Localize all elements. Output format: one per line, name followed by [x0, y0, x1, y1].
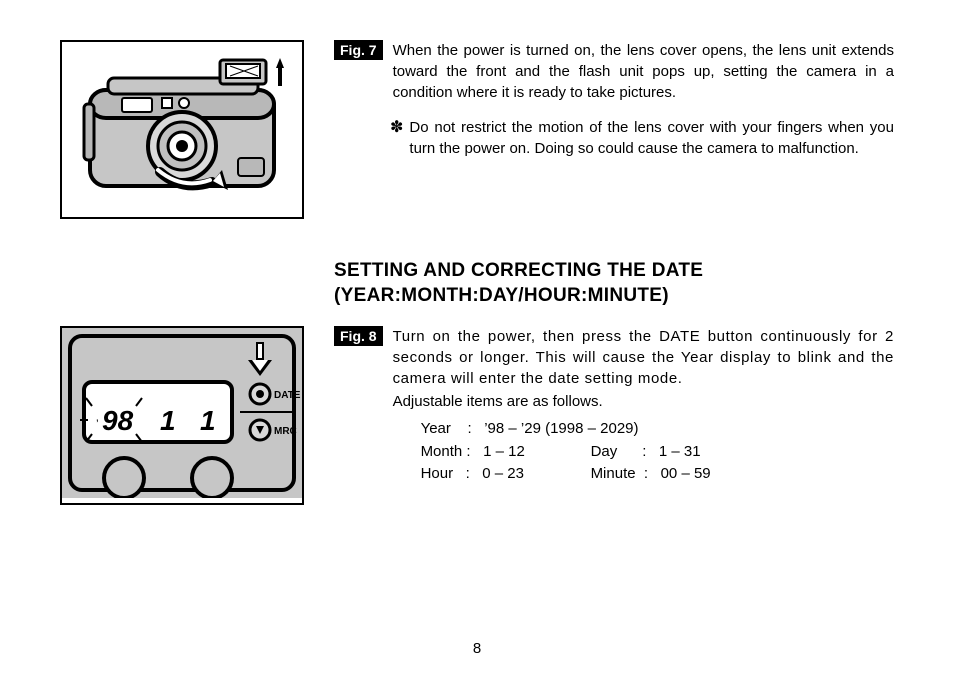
year-range: Year : ’98 – ’29 (1998 – 2029): [421, 418, 761, 441]
table-row: Month : 1 – 12 Day : 1 – 31: [421, 441, 894, 464]
fig7-text-block: Fig. 7 When the power is turned on, the …: [334, 40, 894, 103]
section2-heading: SETTING AND CORRECTING THE DATE (YEAR:MO…: [334, 259, 894, 308]
table-row: Hour : 0 – 23 Minute : 00 – 59: [421, 463, 894, 486]
lcd-year: 98: [102, 405, 134, 436]
fig8-paragraph: Turn on the power, then press the DATE b…: [393, 326, 894, 389]
fig8-frame: ’ 98 1 1 DATE: [60, 326, 304, 505]
fig7-note: ✽ Do not restrict the motion of the lens…: [390, 117, 894, 159]
month-range: Month : 1 – 12: [421, 441, 591, 464]
section2-heading-col: SETTING AND CORRECTING THE DATE (YEAR:MO…: [334, 259, 894, 326]
page-number: 8: [0, 640, 954, 657]
fig8-label: Fig. 8: [334, 326, 383, 346]
fig7-note-text: Do not restrict the motion of the lens c…: [409, 117, 894, 159]
section2-heading-row: SETTING AND CORRECTING THE DATE (YEAR:MO…: [60, 259, 894, 326]
lcd-month: 1: [160, 405, 176, 436]
fig8-text-col: Fig. 8 Turn on the power, then press the…: [334, 326, 894, 486]
fig8-body: Turn on the power, then press the DATE b…: [393, 326, 894, 486]
table-row: Year : ’98 – ’29 (1998 – 2029): [421, 418, 894, 441]
fig8-row: ’ 98 1 1 DATE: [60, 326, 894, 505]
manual-page: Fig. 7 When the power is turned on, the …: [0, 0, 954, 675]
day-range: Day : 1 – 31: [591, 441, 701, 464]
fig8-figure-box: ’ 98 1 1 DATE: [60, 326, 304, 505]
fig8-text-block: Fig. 8 Turn on the power, then press the…: [334, 326, 894, 486]
minute-range: Minute : 00 – 59: [591, 463, 711, 486]
date-button-label: DATE: [274, 390, 301, 401]
fig7-label: Fig. 7: [334, 40, 383, 60]
fig7-figure-box: [60, 40, 304, 219]
fig7-frame: [60, 40, 304, 219]
heading-line2: (YEAR:MONTH:DAY/HOUR:MINUTE): [334, 285, 669, 306]
fig8-adjust-intro: Adjustable items are as follows.: [393, 391, 894, 412]
heading-line1: SETTING AND CORRECTING THE DATE: [334, 260, 703, 281]
note-star-icon: ✽: [390, 117, 403, 159]
fig7-text-col: Fig. 7 When the power is turned on, the …: [334, 40, 894, 159]
lcd-day: 1: [200, 405, 216, 436]
lcd-illustration: ’ 98 1 1 DATE: [62, 328, 302, 498]
hour-range: Hour : 0 – 23: [421, 463, 591, 486]
fig7-row: Fig. 7 When the power is turned on, the …: [60, 40, 894, 219]
mrc-button-label: MRC: [274, 426, 297, 437]
fig7-paragraph: When the power is turned on, the lens co…: [393, 40, 894, 103]
svg-text:’: ’: [96, 417, 99, 431]
camera-illustration: [62, 42, 302, 212]
adjustable-items-table: Year : ’98 – ’29 (1998 – 2029) Month : 1…: [421, 418, 894, 486]
